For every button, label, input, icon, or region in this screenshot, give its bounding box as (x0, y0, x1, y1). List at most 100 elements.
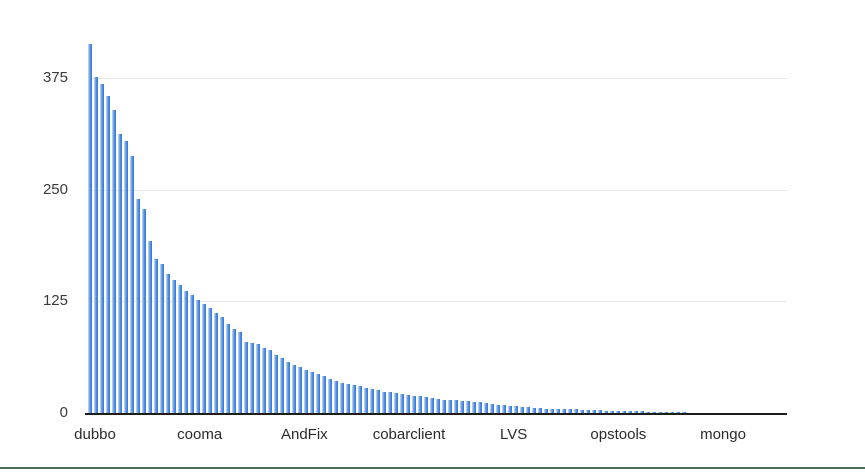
x-axis-tick-label-dubbo: dubbo (74, 426, 116, 443)
y-axis-tick-label: 250 (42, 180, 68, 198)
bar (256, 344, 260, 413)
bar (442, 399, 446, 413)
bar (124, 141, 128, 413)
bar (466, 401, 470, 413)
bar (388, 392, 392, 413)
bar (556, 408, 560, 413)
bar (526, 406, 530, 413)
bar (88, 43, 92, 413)
bar (244, 341, 248, 413)
bar (148, 241, 152, 413)
bar (604, 411, 608, 413)
bar (676, 412, 680, 413)
bar (214, 312, 218, 413)
y-axis-tick-label: 125 (42, 292, 68, 310)
bar (622, 411, 626, 413)
bar (226, 323, 230, 413)
bar (520, 406, 524, 413)
gridline-y-375 (88, 77, 787, 79)
bar (610, 411, 614, 413)
bar (112, 110, 116, 413)
bar (586, 410, 590, 413)
bar (628, 411, 632, 413)
bar (550, 408, 554, 413)
bar (682, 412, 686, 413)
bar (460, 401, 464, 413)
bar (634, 411, 638, 413)
x-axis-tick-label-LVS: LVS (500, 426, 528, 443)
bar (568, 409, 572, 413)
bar (268, 349, 272, 413)
bar (418, 396, 422, 413)
bar (658, 412, 662, 413)
bar (100, 84, 104, 413)
bar (484, 403, 488, 413)
bar (406, 395, 410, 413)
bar (544, 408, 548, 413)
x-axis-tick-label-AndFix: AndFix (280, 426, 328, 443)
x-axis-tick-label-cooma: cooma (177, 426, 223, 443)
bottom-separator-line (0, 467, 865, 469)
bar (262, 347, 266, 413)
bar (424, 396, 428, 413)
bar (508, 405, 512, 413)
bar (316, 373, 320, 413)
bar (208, 308, 212, 413)
bar (94, 77, 98, 413)
bar (664, 412, 668, 413)
x-axis-tick-label-opstools: opstools (590, 426, 647, 443)
bar (304, 370, 308, 413)
bar (370, 388, 374, 413)
x-axis-line (85, 413, 787, 415)
y-axis-tick-label: 375 (42, 68, 68, 86)
bar (640, 411, 644, 413)
bar (142, 209, 146, 413)
bar (322, 376, 326, 413)
bar (616, 411, 620, 413)
bar (286, 362, 290, 413)
bar (298, 367, 302, 413)
bar (334, 380, 338, 413)
bar (166, 273, 170, 413)
bar (580, 410, 584, 413)
bar (478, 402, 482, 413)
bar (196, 299, 200, 413)
bar (598, 410, 602, 413)
bar (136, 198, 140, 413)
bar (436, 398, 440, 413)
bar (646, 412, 650, 413)
bar (160, 263, 164, 413)
x-axis-tick-label-cobarclient: cobarclient (372, 426, 446, 443)
bar (562, 409, 566, 413)
bar (400, 394, 404, 413)
bar (652, 412, 656, 413)
bar (352, 385, 356, 413)
bar (376, 389, 380, 413)
bar (346, 383, 350, 413)
bar (232, 329, 236, 413)
bar (184, 290, 188, 413)
bar (106, 95, 110, 413)
bar (490, 404, 494, 413)
bar (238, 331, 242, 413)
bar (178, 285, 182, 413)
bar (364, 387, 368, 413)
bar (454, 400, 458, 413)
bar (670, 412, 674, 413)
bar (472, 402, 476, 413)
bar (310, 371, 314, 413)
bar (538, 407, 542, 413)
bar (574, 409, 578, 413)
bar (292, 364, 296, 413)
bar (328, 379, 332, 413)
bar (130, 155, 134, 413)
bar (532, 407, 536, 413)
bar (118, 134, 122, 413)
bar (220, 317, 224, 413)
y-axis-tick-label: 0 (59, 404, 68, 421)
bar (280, 358, 284, 413)
bar (448, 400, 452, 413)
bar (394, 393, 398, 413)
bar (496, 404, 500, 413)
